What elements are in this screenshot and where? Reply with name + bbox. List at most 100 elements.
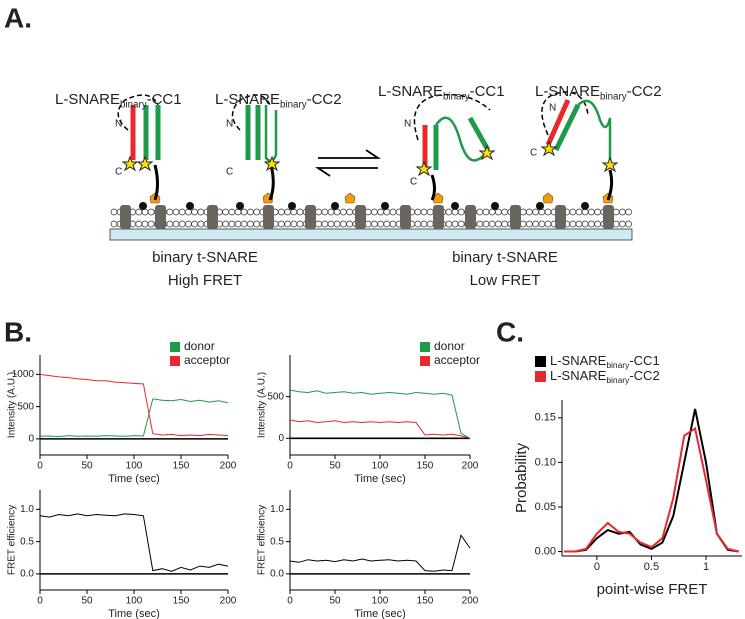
lipid-head	[296, 208, 304, 216]
label-part: binary	[280, 99, 307, 110]
lipid-head	[501, 220, 508, 228]
legend-swatch	[535, 356, 546, 367]
y-axis-label: Intensity (A.U.)	[257, 372, 268, 438]
lipid-head	[247, 220, 254, 228]
lipid-head	[346, 208, 353, 216]
data-line	[564, 426, 739, 553]
lipid-head	[166, 220, 174, 228]
data-line	[39, 373, 229, 437]
lipid-head	[420, 220, 428, 228]
lipid-head	[519, 220, 527, 228]
lipid-head	[247, 208, 254, 216]
legend-label: donor	[434, 339, 465, 353]
lipid-head	[426, 208, 434, 216]
anchor-protein	[510, 205, 521, 229]
lipid-head	[457, 208, 465, 216]
panel-label: B.	[4, 316, 32, 347]
anchor-protein	[305, 205, 316, 229]
lipid-head	[340, 208, 347, 216]
construct-4	[541, 91, 614, 201]
x-tick-label: 50	[81, 596, 93, 607]
x-tick-label: 0	[37, 461, 43, 472]
x-tick-label: 50	[329, 596, 341, 607]
lipid-head	[420, 208, 428, 216]
equilibrium-arrows	[315, 149, 381, 177]
lipid-head	[389, 208, 397, 216]
terminus-label: N	[549, 103, 556, 114]
lipid-head	[488, 220, 496, 228]
lipid-head	[315, 208, 322, 216]
biotin	[536, 202, 544, 210]
y-tick-label: 0.10	[535, 456, 556, 468]
lipid-head	[110, 220, 118, 228]
state-label: binary t-SNARE	[152, 249, 258, 266]
lipid-head	[141, 220, 149, 228]
biotin	[288, 202, 296, 210]
terminus-label: C	[530, 148, 537, 159]
data-line	[564, 408, 739, 553]
lipid-head	[253, 208, 260, 216]
y-axis-label: FRET efficiency	[7, 505, 18, 575]
lipid-head	[228, 220, 236, 228]
x-tick-label: 200	[462, 596, 479, 607]
y-tick-label: 0.5	[270, 536, 284, 547]
lipid-head	[234, 220, 242, 228]
lipid-head	[191, 220, 198, 228]
lipid-head	[495, 208, 502, 216]
lipid-head	[575, 220, 583, 228]
biotin	[331, 202, 339, 210]
label-part: binary	[120, 99, 147, 110]
label-part: L-SNARE	[55, 91, 120, 108]
x-tick-label: 200	[220, 596, 237, 607]
streptavidin	[432, 192, 444, 204]
y-tick-label: 1.0	[270, 504, 284, 515]
lipid-bilayer	[110, 192, 632, 229]
biotin	[186, 202, 194, 210]
x-tick-label: 50	[329, 461, 341, 472]
x-tick-label: 100	[372, 596, 389, 607]
lipid-head	[625, 208, 632, 216]
y-axis-label: FRET efficiency	[257, 505, 268, 575]
anchor-protein	[207, 205, 218, 229]
legend-label: donor	[184, 339, 215, 353]
lipid-head	[110, 208, 118, 216]
data-line	[289, 419, 471, 439]
lipid-head	[327, 208, 335, 216]
x-tick-label: 0.5	[644, 561, 659, 573]
lipid-head	[346, 220, 353, 228]
biotin	[581, 202, 589, 210]
y-tick-label: 0	[278, 433, 284, 444]
lipid-head	[625, 220, 632, 228]
lipid-head	[451, 220, 459, 228]
terminus-label: N	[226, 119, 233, 130]
lipid-head	[619, 220, 626, 228]
lipid-head	[333, 220, 341, 228]
lipid-head	[284, 220, 291, 228]
anchor-protein	[263, 205, 274, 229]
lipid-head	[185, 220, 192, 228]
lipid-head	[532, 220, 539, 228]
y-tick-label: 0.0	[20, 569, 34, 580]
lipid-head	[569, 208, 577, 216]
x-tick-label: 100	[126, 461, 143, 472]
label-part: -CC1	[470, 83, 505, 100]
lipid-head	[197, 220, 205, 228]
lipid-head	[501, 208, 508, 216]
y-tick-label: 1.0	[20, 504, 34, 515]
anchor-protein	[603, 205, 614, 229]
x-axis-label: point-wise FRET	[597, 581, 708, 598]
lipid-head	[228, 208, 236, 216]
lipid-head	[166, 208, 174, 216]
lipid-head	[377, 220, 384, 228]
lipid-head	[482, 208, 490, 216]
lipid-head	[569, 220, 577, 228]
lipid-head	[222, 208, 229, 216]
lipid-head	[147, 220, 155, 228]
lipid-head	[594, 208, 601, 216]
x-tick-label: 50	[81, 461, 93, 472]
anchor-protein	[155, 205, 166, 229]
label-part: binary	[606, 375, 630, 385]
lipid-head	[538, 220, 546, 228]
legend-swatch	[170, 342, 180, 352]
lipid-head	[371, 220, 378, 228]
